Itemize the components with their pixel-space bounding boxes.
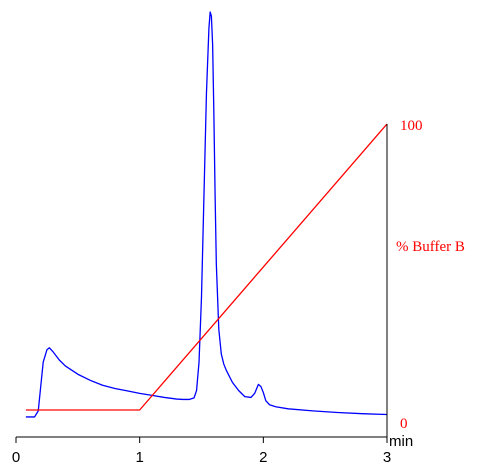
x-tick-label: 2 bbox=[259, 449, 267, 466]
gradient-line bbox=[25, 123, 388, 411]
right-axis-tick-label: 0 bbox=[400, 416, 408, 432]
right-axis-label: % Buffer B bbox=[396, 239, 465, 255]
right-axis-tick-label: 100 bbox=[400, 118, 423, 134]
x-axis-label: min bbox=[389, 433, 413, 450]
x-tick-label: 3 bbox=[383, 449, 391, 466]
x-tick-label: 0 bbox=[12, 449, 20, 466]
x-tick-label: 1 bbox=[135, 449, 143, 466]
chromatogram-trace bbox=[25, 11, 388, 418]
